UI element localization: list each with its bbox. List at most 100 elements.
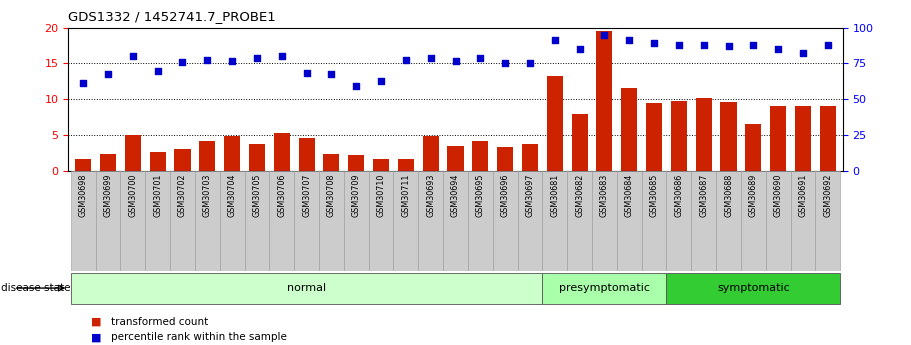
Bar xyxy=(323,154,340,171)
Text: GSM30683: GSM30683 xyxy=(600,174,609,217)
Point xyxy=(548,37,562,42)
Text: GSM30699: GSM30699 xyxy=(104,174,113,217)
Point xyxy=(424,55,438,60)
Text: GSM30698: GSM30698 xyxy=(78,174,87,217)
Bar xyxy=(96,171,120,271)
Text: GSM30707: GSM30707 xyxy=(302,174,311,217)
Point xyxy=(497,61,512,66)
Bar xyxy=(145,171,170,271)
Bar xyxy=(522,144,538,171)
Bar xyxy=(696,98,711,171)
Point xyxy=(722,43,736,49)
Text: transformed count: transformed count xyxy=(111,317,209,326)
Point xyxy=(746,43,761,48)
Bar xyxy=(100,154,116,171)
Point xyxy=(225,59,240,64)
Point xyxy=(795,50,810,56)
Bar xyxy=(592,171,617,271)
Bar xyxy=(224,136,241,171)
Text: GSM30711: GSM30711 xyxy=(402,174,410,217)
Bar xyxy=(75,159,91,171)
Text: GSM30695: GSM30695 xyxy=(476,174,485,217)
Point xyxy=(696,43,711,48)
Bar xyxy=(472,141,488,171)
Point xyxy=(76,80,90,86)
Text: GSM30704: GSM30704 xyxy=(228,174,237,217)
Point xyxy=(200,57,215,62)
Bar xyxy=(273,133,290,171)
Bar xyxy=(468,171,493,271)
Point xyxy=(821,43,835,48)
Text: symptomatic: symptomatic xyxy=(717,283,790,293)
Point xyxy=(572,46,587,52)
Point xyxy=(374,79,388,84)
Text: GSM30708: GSM30708 xyxy=(327,174,336,217)
Text: GSM30692: GSM30692 xyxy=(824,174,833,217)
Text: GSM30690: GSM30690 xyxy=(773,174,783,217)
Text: GSM30684: GSM30684 xyxy=(625,174,634,217)
Bar xyxy=(641,171,667,271)
Bar xyxy=(770,106,786,171)
Bar xyxy=(244,171,270,271)
Bar xyxy=(795,106,811,171)
Bar xyxy=(343,171,369,271)
Bar xyxy=(542,273,667,304)
Text: GSM30687: GSM30687 xyxy=(699,174,708,217)
Text: GSM30686: GSM30686 xyxy=(674,174,683,217)
Bar xyxy=(542,171,568,271)
Text: GDS1332 / 1452741.7_PROBE1: GDS1332 / 1452741.7_PROBE1 xyxy=(68,10,276,23)
Point xyxy=(399,57,414,62)
Bar xyxy=(220,171,244,271)
Bar xyxy=(617,171,641,271)
Point xyxy=(101,71,116,77)
Point xyxy=(349,83,363,89)
Bar xyxy=(125,135,141,171)
Text: GSM30693: GSM30693 xyxy=(426,174,435,217)
Text: GSM30703: GSM30703 xyxy=(203,174,212,217)
Text: GSM30681: GSM30681 xyxy=(550,174,559,217)
Point xyxy=(597,32,611,38)
Point xyxy=(523,61,537,66)
Bar xyxy=(348,155,364,171)
Bar xyxy=(423,136,439,171)
Text: GSM30697: GSM30697 xyxy=(526,174,535,217)
Bar xyxy=(766,171,791,271)
Text: GSM30691: GSM30691 xyxy=(798,174,807,217)
Point xyxy=(473,56,487,61)
Text: GSM30694: GSM30694 xyxy=(451,174,460,217)
Bar xyxy=(369,171,394,271)
Bar xyxy=(418,171,443,271)
Text: GSM30700: GSM30700 xyxy=(128,174,138,217)
Text: GSM30702: GSM30702 xyxy=(178,174,187,217)
Bar xyxy=(319,171,343,271)
Bar xyxy=(691,171,716,271)
Bar xyxy=(670,101,687,171)
Bar xyxy=(497,147,513,171)
Point xyxy=(175,59,189,65)
Bar xyxy=(791,171,815,271)
Point xyxy=(300,70,314,76)
Bar xyxy=(721,102,737,171)
Point xyxy=(274,53,289,59)
Text: disease state: disease state xyxy=(1,283,70,293)
Point xyxy=(622,38,637,43)
Bar xyxy=(667,171,691,271)
Bar xyxy=(443,171,468,271)
Bar xyxy=(149,152,166,171)
Text: GSM30682: GSM30682 xyxy=(575,174,584,217)
Point xyxy=(647,41,661,46)
Bar xyxy=(200,141,215,171)
Text: GSM30701: GSM30701 xyxy=(153,174,162,217)
Bar xyxy=(517,171,542,271)
Text: ■: ■ xyxy=(91,317,102,326)
Bar xyxy=(745,124,762,171)
Bar xyxy=(568,171,592,271)
Bar xyxy=(398,159,414,171)
Point xyxy=(671,43,686,48)
Bar xyxy=(71,171,96,271)
Bar xyxy=(716,171,741,271)
Text: percentile rank within the sample: percentile rank within the sample xyxy=(111,333,287,342)
Bar xyxy=(621,88,638,171)
Text: GSM30688: GSM30688 xyxy=(724,174,733,217)
Bar xyxy=(447,146,464,171)
